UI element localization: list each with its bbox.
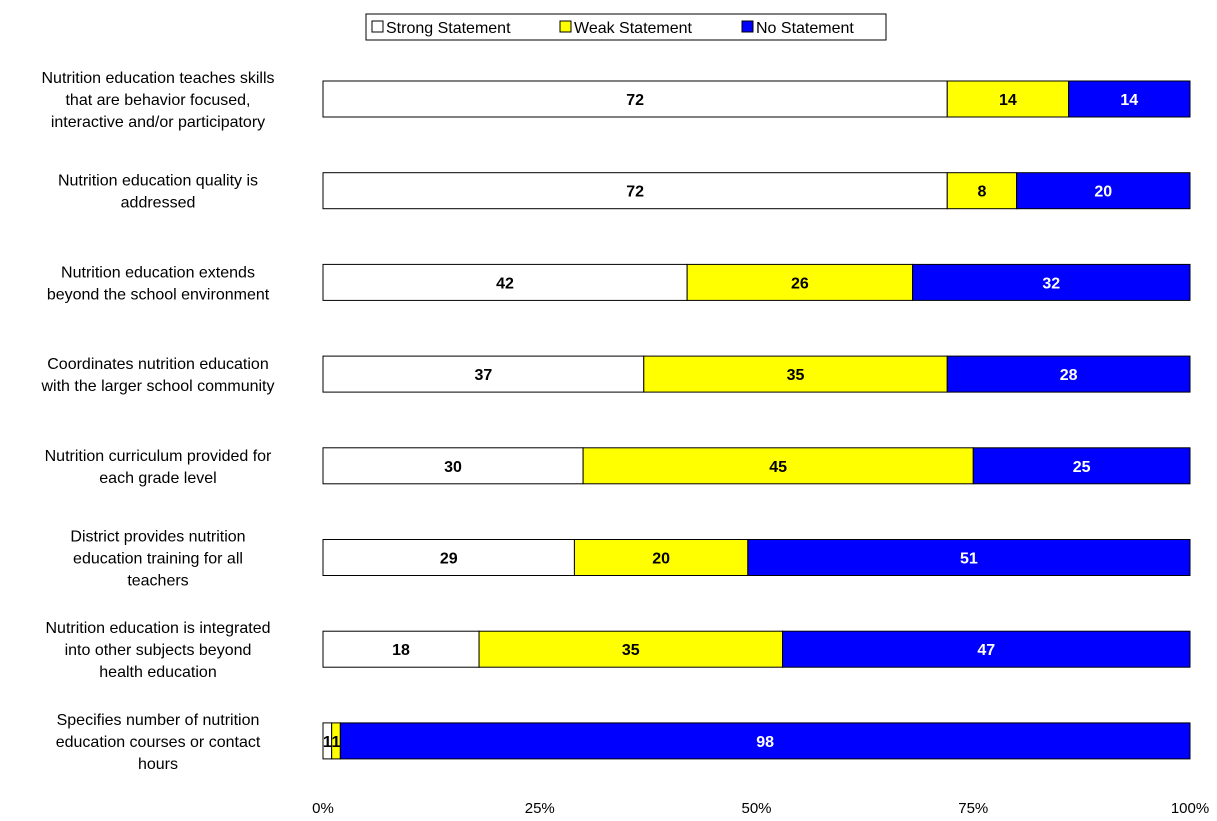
data-label: 14 [999,92,1017,109]
x-tick-label: 100% [1171,800,1209,817]
x-tick-label: 0% [312,800,334,817]
bar-segment [322,539,575,576]
data-label: 14 [1120,92,1138,109]
data-label: 26 [791,275,809,292]
data-label: 98 [756,734,774,751]
category-label: Nutrition education extends beyond the sc… [47,264,270,303]
legend-label: Strong Statement [386,20,511,37]
data-label: 47 [977,642,995,659]
bar-segment [339,722,1191,760]
bar-segment [782,630,1191,668]
bar-segment [322,80,948,118]
legend-swatch [559,20,572,33]
category-label: Nutrition education teaches skills that a… [41,70,274,131]
bar-segment [322,630,480,668]
data-label: 51 [960,551,978,568]
legend-label: No Statement [756,20,854,37]
data-label: 45 [769,459,787,476]
x-tick-label: 25% [525,800,555,817]
bar-segment [478,630,784,668]
data-label: 8 [977,184,986,201]
data-label: 20 [1094,184,1112,201]
bar-segment [1068,80,1191,118]
category-labels: Nutrition education teaches skills that a… [41,70,275,773]
data-label: 18 [392,642,410,659]
bar-segment [946,355,1191,393]
legend-label: Weak Statement [574,20,693,37]
data-label: 29 [440,551,458,568]
category-label: District provides nutrition education tra… [70,529,245,590]
bar-segment [972,447,1191,485]
data-label: 1 [323,734,332,751]
legend-swatch [741,20,754,33]
bar-segment [946,80,1070,118]
bar-segment [322,172,948,210]
bar-segment [747,539,1191,576]
bar-segment [322,263,688,301]
bar-segment [912,263,1191,301]
data-label: 35 [787,367,805,384]
data-label: 35 [622,642,640,659]
data-label: 25 [1073,459,1091,476]
category-label: Nutrition curriculum provided for each gr… [45,448,272,487]
legend: Strong Statement Weak Statement No Stateme… [365,13,887,41]
category-label: Coordinates nutrition education with the … [41,356,275,395]
x-axis: 0% 25% 50% 75% 100% [312,800,1209,817]
data-label: 32 [1042,275,1060,292]
legend-frame [365,13,887,41]
data-label: 72 [626,92,644,109]
legend-swatch [371,20,384,33]
data-label: 1 [332,734,341,751]
bars: 72 14 14 72 8 20 42 26 32 37 35 28 30 45 25 29 20 51 18 35 4… [322,80,1191,760]
data-label: 37 [474,367,492,384]
data-label: 20 [652,551,670,568]
bar-segment [1016,172,1191,210]
bar-segment [643,355,948,393]
category-label: Nutrition education is integrated into ot… [45,620,270,681]
data-label: 72 [626,184,644,201]
bar-segment [322,447,584,485]
category-label: Specifies number of nutrition education c… [56,712,261,773]
data-label: 30 [444,459,462,476]
data-label: 28 [1060,367,1078,384]
bar-segment [946,172,1018,210]
x-tick-label: 50% [741,800,771,817]
bar-segment [573,539,749,576]
category-label: Nutrition education quality is addressed [58,173,258,212]
x-tick-label: 75% [958,800,988,817]
bar-segment [686,263,914,301]
data-label: 42 [496,275,514,292]
